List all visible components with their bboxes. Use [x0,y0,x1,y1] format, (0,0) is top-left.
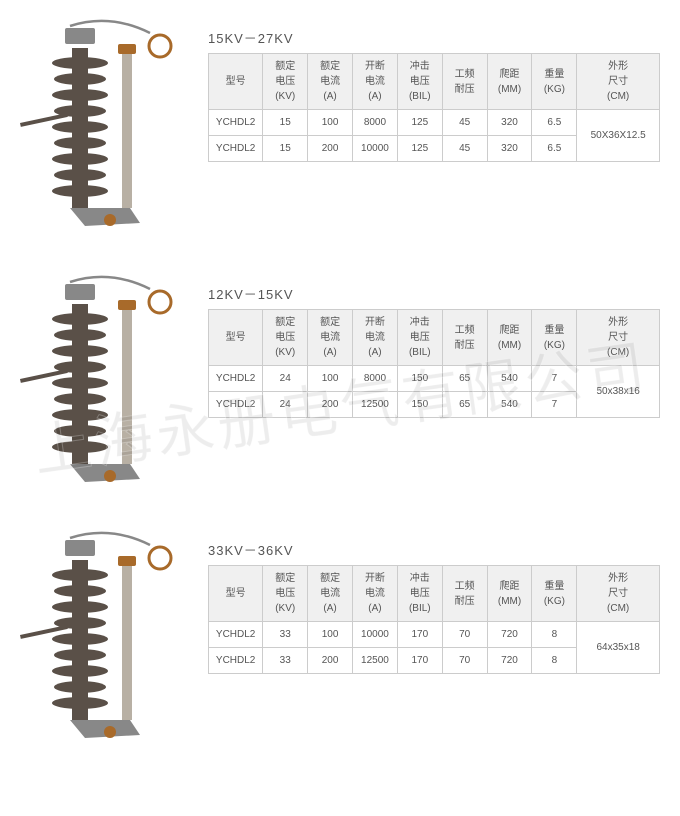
table-cell: 12500 [353,648,398,674]
col-header: 爬距(MM) [487,54,532,110]
table-row: YCHDL2331001000017070720864x35x18 [209,622,660,648]
table-cell: 6.5 [532,136,577,162]
spec-table: 型号额定电压(KV)额定电流(A)开断电流(A)冲击电压(BIL)工频耐压爬距(… [208,309,660,418]
col-header: 外形尺寸(CM) [577,566,660,622]
table-row: YCHDL2151008000125453206.550X36X12.5 [209,110,660,136]
col-header: 冲击电压(BIL) [397,566,442,622]
table-cell: YCHDL2 [209,392,263,418]
table-area: 12KV－15KV 型号额定电压(KV)额定电流(A)开断电流(A)冲击电压(B… [200,264,660,418]
col-header: 冲击电压(BIL) [397,54,442,110]
product-illustration [10,264,200,504]
col-header: 冲击电压(BIL) [397,310,442,366]
table-cell: 8 [532,622,577,648]
col-header: 爬距(MM) [487,566,532,622]
col-header: 额定电压(KV) [263,566,308,622]
col-header: 重量(KG) [532,54,577,110]
table-cell: 720 [487,622,532,648]
table-cell: 24 [263,392,308,418]
table-cell: 12500 [353,392,398,418]
table-cell: 125 [397,110,442,136]
col-header: 工频耐压 [442,566,487,622]
col-header: 额定电流(A) [308,54,353,110]
table-cell: 200 [308,648,353,674]
product-image [10,520,200,760]
product-illustration [10,520,200,760]
section-title: 12KV－15KV [208,284,660,303]
col-header: 额定电压(KV) [263,310,308,366]
col-header: 外形尺寸(CM) [577,54,660,110]
dimension-cell: 64x35x18 [577,622,660,674]
col-header: 工频耐压 [442,310,487,366]
spec-section: 15KV－27KV 型号额定电压(KV)额定电流(A)开断电流(A)冲击电压(B… [0,0,680,256]
table-cell: 65 [442,366,487,392]
table-area: 33KV－36KV 型号额定电压(KV)额定电流(A)开断电流(A)冲击电压(B… [200,520,660,674]
table-cell: YCHDL2 [209,366,263,392]
table-cell: 70 [442,622,487,648]
table-cell: 720 [487,648,532,674]
table-cell: 125 [397,136,442,162]
table-cell: 15 [263,110,308,136]
table-cell: 15 [263,136,308,162]
table-cell: 540 [487,392,532,418]
table-cell: YCHDL2 [209,648,263,674]
col-header: 外形尺寸(CM) [577,310,660,366]
dimension-cell: 50x38x16 [577,366,660,418]
table-cell: 65 [442,392,487,418]
table-cell: 6.5 [532,110,577,136]
table-cell: 320 [487,136,532,162]
spec-table: 型号额定电压(KV)额定电流(A)开断电流(A)冲击电压(BIL)工频耐压爬距(… [208,565,660,674]
table-cell: YCHDL2 [209,136,263,162]
spec-section: 12KV－15KV 型号额定电压(KV)额定电流(A)开断电流(A)冲击电压(B… [0,256,680,512]
col-header: 型号 [209,310,263,366]
product-image [10,8,200,248]
section-title: 33KV－36KV [208,540,660,559]
table-cell: 24 [263,366,308,392]
table-cell: 170 [397,648,442,674]
col-header: 工频耐压 [442,54,487,110]
table-cell: 10000 [353,136,398,162]
table-cell: 200 [308,392,353,418]
spec-table: 型号额定电压(KV)额定电流(A)开断电流(A)冲击电压(BIL)工频耐压爬距(… [208,53,660,162]
table-cell: 7 [532,392,577,418]
product-illustration [10,8,200,248]
col-header: 型号 [209,54,263,110]
table-cell: 33 [263,648,308,674]
table-cell: 45 [442,136,487,162]
col-header: 开断电流(A) [353,566,398,622]
col-header: 额定电流(A) [308,310,353,366]
table-cell: 7 [532,366,577,392]
col-header: 额定电流(A) [308,566,353,622]
table-cell: 8 [532,648,577,674]
col-header: 额定电压(KV) [263,54,308,110]
col-header: 重量(KG) [532,566,577,622]
table-cell: 8000 [353,366,398,392]
table-cell: 150 [397,392,442,418]
table-cell: 320 [487,110,532,136]
col-header: 型号 [209,566,263,622]
table-cell: 170 [397,622,442,648]
table-area: 15KV－27KV 型号额定电压(KV)额定电流(A)开断电流(A)冲击电压(B… [200,8,660,162]
table-cell: 100 [308,110,353,136]
table-cell: YCHDL2 [209,622,263,648]
table-cell: YCHDL2 [209,110,263,136]
section-title: 15KV－27KV [208,28,660,47]
product-image [10,264,200,504]
col-header: 开断电流(A) [353,310,398,366]
table-cell: 45 [442,110,487,136]
table-cell: 70 [442,648,487,674]
table-cell: 100 [308,366,353,392]
col-header: 重量(KG) [532,310,577,366]
table-cell: 10000 [353,622,398,648]
col-header: 开断电流(A) [353,54,398,110]
table-cell: 8000 [353,110,398,136]
table-cell: 200 [308,136,353,162]
table-cell: 150 [397,366,442,392]
table-cell: 540 [487,366,532,392]
table-cell: 100 [308,622,353,648]
dimension-cell: 50X36X12.5 [577,110,660,162]
table-cell: 33 [263,622,308,648]
spec-section: 33KV－36KV 型号额定电压(KV)额定电流(A)开断电流(A)冲击电压(B… [0,512,680,768]
table-row: YCHDL224100800015065540750x38x16 [209,366,660,392]
col-header: 爬距(MM) [487,310,532,366]
